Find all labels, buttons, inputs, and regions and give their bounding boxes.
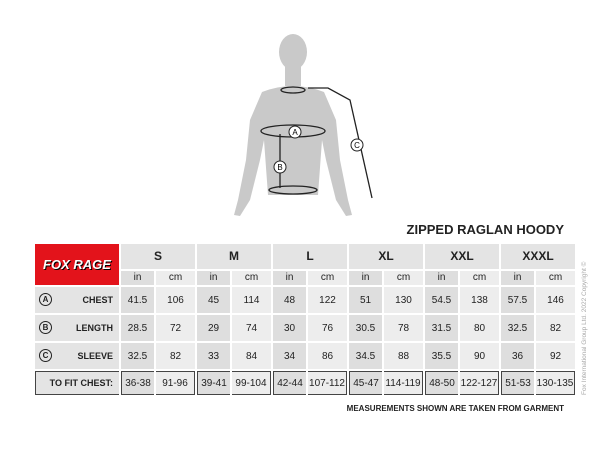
fit-value: 130-135 <box>536 371 575 395</box>
cell-value: 80 <box>460 315 499 341</box>
cell-value: 78 <box>384 315 423 341</box>
fit-value: 42-44 <box>273 371 306 395</box>
measurement-note: MEASUREMENTS SHOWN ARE TAKEN FROM GARMEN… <box>346 404 564 413</box>
cell-value: 122 <box>308 287 347 313</box>
row-label-text: LENGTH <box>76 323 113 333</box>
unit-header: cm <box>460 270 499 285</box>
fit-value: 45-47 <box>349 371 382 395</box>
cell-value: 86 <box>308 343 347 369</box>
size-header: L <box>273 244 347 269</box>
unit-header: cm <box>156 270 195 285</box>
unit-header: in <box>273 270 306 285</box>
product-title: ZIPPED RAGLAN HOODY <box>406 222 564 237</box>
row-label: C SLEEVE <box>35 343 119 369</box>
unit-header: in <box>197 270 230 285</box>
cell-value: 146 <box>536 287 575 313</box>
fit-value: 122-127 <box>460 371 499 395</box>
fit-value: 107-112 <box>308 371 347 395</box>
cell-value: 41.5 <box>121 287 154 313</box>
cell-value: 114 <box>232 287 271 313</box>
unit-header: in <box>501 270 534 285</box>
marker-b: B <box>277 163 282 172</box>
marker-icon: B <box>39 321 52 334</box>
fit-chest-row: TO FIT CHEST: 36-38 91-96 39-41 99-104 42-44 1… <box>35 371 575 395</box>
cell-value: 74 <box>232 315 271 341</box>
cell-value: 92 <box>536 343 575 369</box>
cell-value: 54.5 <box>425 287 458 313</box>
size-header: XXL <box>425 244 499 269</box>
table-row: A CHEST 41.5 106 45 114 48 122 51 130 54.5 138 57.5 1… <box>35 287 575 313</box>
fit-label: TO FIT CHEST: <box>35 371 119 395</box>
cell-value: 76 <box>308 315 347 341</box>
size-header: XL <box>349 244 423 269</box>
cell-value: 35.5 <box>425 343 458 369</box>
cell-value: 34 <box>273 343 306 369</box>
cell-value: 30.5 <box>349 315 382 341</box>
cell-value: 28.5 <box>121 315 154 341</box>
fit-value: 51-53 <box>501 371 534 395</box>
cell-value: 90 <box>460 343 499 369</box>
cell-value: 82 <box>536 315 575 341</box>
unit-header: cm <box>384 270 423 285</box>
fit-value: 114-119 <box>384 371 423 395</box>
cell-value: 84 <box>232 343 271 369</box>
fit-value: 36-38 <box>121 371 154 395</box>
cell-value: 45 <box>197 287 230 313</box>
body-measurement-figure: A B C <box>234 34 373 216</box>
cell-value: 30 <box>273 315 306 341</box>
cell-value: 51 <box>349 287 382 313</box>
cell-value: 57.5 <box>501 287 534 313</box>
marker-c: C <box>354 141 360 150</box>
cell-value: 32.5 <box>501 315 534 341</box>
marker-icon: A <box>39 293 52 306</box>
row-label: A CHEST <box>35 287 119 313</box>
cell-value: 72 <box>156 315 195 341</box>
marker-a: A <box>292 128 298 137</box>
unit-header: cm <box>232 270 271 285</box>
brand-logo: FOX RAGE <box>35 244 119 285</box>
cell-value: 48 <box>273 287 306 313</box>
size-header: M <box>197 244 271 269</box>
unit-header: in <box>121 270 154 285</box>
unit-header: cm <box>308 270 347 285</box>
row-label-text: CHEST <box>82 295 113 305</box>
fit-value: 91-96 <box>156 371 195 395</box>
size-header: S <box>121 244 195 269</box>
fit-value: 48-50 <box>425 371 458 395</box>
cell-value: 36 <box>501 343 534 369</box>
unit-header: in <box>425 270 458 285</box>
brand-logo-text: FOX RAGE <box>43 257 111 272</box>
fit-value: 99-104 <box>232 371 271 395</box>
unit-header: cm <box>536 270 575 285</box>
cell-value: 32.5 <box>121 343 154 369</box>
unit-header: in <box>349 270 382 285</box>
cell-value: 106 <box>156 287 195 313</box>
cell-value: 138 <box>460 287 499 313</box>
row-label: B LENGTH <box>35 315 119 341</box>
table-row: C SLEEVE 32.5 82 33 84 34 86 34.5 88 35.5 90 36 92 <box>35 343 575 369</box>
cell-value: 88 <box>384 343 423 369</box>
cell-value: 31.5 <box>425 315 458 341</box>
cell-value: 130 <box>384 287 423 313</box>
cell-value: 82 <box>156 343 195 369</box>
cell-value: 29 <box>197 315 230 341</box>
cell-value: 34.5 <box>349 343 382 369</box>
size-chart-table: FOX RAGE S M L XL XXL XXXL in cm in cm in cm i… <box>33 242 577 397</box>
cell-value: 33 <box>197 343 230 369</box>
table-row: B LENGTH 28.5 72 29 74 30 76 30.5 78 31.5 80 32.5 82 <box>35 315 575 341</box>
row-label-text: SLEEVE <box>77 351 113 361</box>
copyright: Fox International Group Ltd. 2022 Copyri… <box>581 261 588 395</box>
size-header: XXXL <box>501 244 575 269</box>
marker-icon: C <box>39 349 52 362</box>
fit-value: 39-41 <box>197 371 230 395</box>
